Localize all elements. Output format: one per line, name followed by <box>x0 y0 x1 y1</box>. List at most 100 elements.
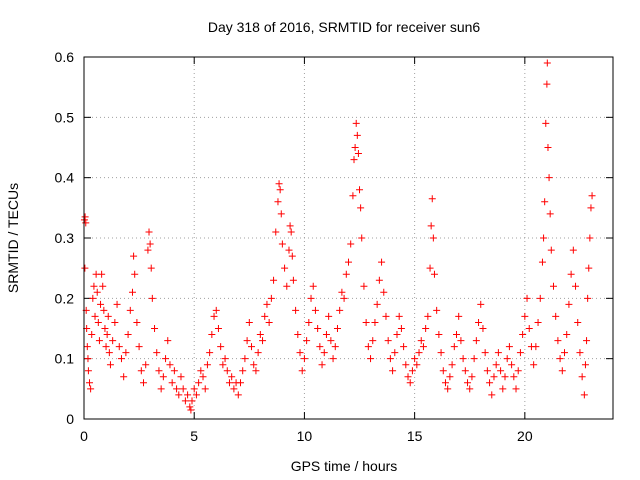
data-point-marker <box>151 325 159 332</box>
data-point-marker <box>87 385 95 393</box>
data-point-marker <box>545 174 553 182</box>
data-point-marker <box>140 379 148 387</box>
data-point-marker <box>336 306 344 314</box>
data-point-marker <box>86 379 94 387</box>
data-point-marker <box>386 355 394 363</box>
data-point-marker <box>275 180 283 188</box>
data-point-marker <box>270 276 278 284</box>
data-point-marker <box>263 300 271 308</box>
y-tick-label: 0.6 <box>55 49 75 65</box>
data-point-marker <box>206 349 214 357</box>
data-point-marker <box>580 391 588 399</box>
data-point-marker <box>581 361 589 369</box>
data-point-marker <box>333 325 341 332</box>
data-point-marker <box>309 282 317 290</box>
data-point-marker <box>230 385 238 393</box>
data-point-marker <box>278 240 286 248</box>
data-point-marker <box>499 385 507 393</box>
data-point-marker <box>352 119 360 127</box>
x-tick-label: 20 <box>517 428 533 444</box>
data-point-marker <box>259 337 267 345</box>
data-point-marker <box>470 355 478 363</box>
data-point-marker <box>223 367 231 375</box>
data-point-marker <box>464 379 472 387</box>
data-point-marker <box>565 300 573 308</box>
data-point-marker <box>148 294 156 302</box>
data-point-marker <box>122 349 130 357</box>
data-point-marker <box>426 264 434 272</box>
data-point-marker <box>585 264 593 272</box>
data-point-marker <box>130 252 138 260</box>
data-point-marker <box>576 349 584 357</box>
y-tick-label: 0 <box>66 411 74 427</box>
data-point-marker <box>488 391 496 399</box>
data-point-marker <box>109 337 117 345</box>
data-point-marker <box>179 385 187 393</box>
plot-frame <box>83 56 614 420</box>
data-point-marker <box>97 300 105 308</box>
data-point-marker <box>164 337 172 345</box>
data-point-marker <box>208 331 216 339</box>
data-point-marker <box>435 331 443 339</box>
data-point-marker <box>441 379 449 387</box>
data-points <box>80 59 596 414</box>
data-point-marker <box>203 361 211 369</box>
data-point-marker <box>397 325 405 332</box>
data-point-marker <box>384 337 392 345</box>
data-point-marker <box>100 306 108 314</box>
data-point-marker <box>327 337 335 345</box>
data-point-marker <box>103 331 111 339</box>
data-point-marker <box>243 337 251 345</box>
data-point-marker <box>419 343 427 351</box>
data-point-marker <box>373 300 381 308</box>
data-point-marker <box>190 385 198 393</box>
data-point-marker <box>314 325 322 332</box>
data-point-marker <box>342 270 350 278</box>
data-point-marker <box>288 252 296 260</box>
data-point-marker <box>455 312 463 320</box>
data-point-marker <box>345 258 352 266</box>
data-point-marker <box>201 385 209 393</box>
data-point-marker <box>157 385 165 393</box>
data-point-marker <box>516 349 524 357</box>
data-point-marker <box>98 270 106 278</box>
data-point-marker <box>497 367 505 375</box>
data-point-marker <box>277 210 285 218</box>
data-point-marker <box>82 219 90 227</box>
data-point-marker <box>300 355 308 363</box>
data-point-marker <box>543 80 551 88</box>
data-point-marker <box>187 406 195 414</box>
data-point-marker <box>181 397 189 405</box>
data-point-marker <box>289 276 297 284</box>
data-point-marker <box>395 312 403 320</box>
data-point-marker <box>569 246 577 254</box>
data-point-marker <box>250 361 258 369</box>
data-point-marker <box>296 349 304 357</box>
data-point-marker <box>316 343 324 351</box>
data-point-marker <box>483 367 491 375</box>
data-point-marker <box>186 403 194 411</box>
data-point-marker <box>532 343 540 351</box>
data-point-marker <box>88 331 96 339</box>
data-point-marker <box>307 294 315 302</box>
data-point-marker <box>459 355 467 363</box>
data-point-marker <box>84 355 92 363</box>
data-point-marker <box>241 355 249 363</box>
data-point-marker <box>554 337 562 345</box>
data-point-marker <box>457 337 465 345</box>
y-tick-label: 0.5 <box>55 109 75 125</box>
data-point-marker <box>225 379 233 387</box>
data-point-marker <box>325 312 333 320</box>
data-point-marker <box>417 337 425 345</box>
data-point-marker <box>371 318 379 326</box>
data-point-marker <box>142 361 150 369</box>
data-point-marker <box>490 373 498 381</box>
data-point-marker <box>104 312 112 320</box>
data-point-marker <box>197 367 205 375</box>
x-axis-label: GPS time / hours <box>291 458 398 474</box>
data-point-marker <box>234 391 242 399</box>
data-point-marker <box>514 367 522 375</box>
data-point-marker <box>265 318 273 326</box>
data-point-marker <box>468 373 476 381</box>
